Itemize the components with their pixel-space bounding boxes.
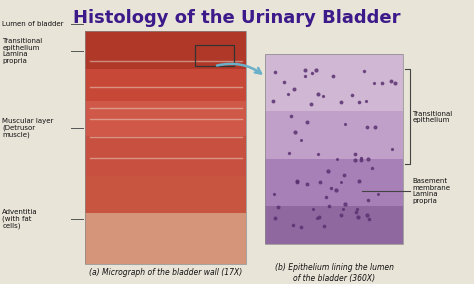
- Bar: [85, 136, 246, 176]
- Text: Adventitia
(with fat
cells): Adventitia (with fat cells): [2, 209, 38, 229]
- Bar: [85, 176, 246, 213]
- Text: (b) Epithelium lining the lumen
of the bladder (360X): (b) Epithelium lining the lumen of the b…: [274, 263, 394, 283]
- Bar: [85, 31, 246, 68]
- Bar: [85, 213, 246, 264]
- Text: Muscular layer
(Detrusor
muscle): Muscular layer (Detrusor muscle): [2, 118, 54, 138]
- Bar: [85, 68, 246, 101]
- Bar: [265, 54, 403, 244]
- Text: Basement
membrane
Lamina
propria: Basement membrane Lamina propria: [412, 178, 450, 204]
- Bar: [265, 158, 403, 206]
- Text: Lumen of bladder: Lumen of bladder: [2, 21, 64, 27]
- Bar: [85, 31, 246, 264]
- Text: Transitional
epithelium
Lamina
propria: Transitional epithelium Lamina propria: [2, 38, 43, 64]
- Bar: [265, 206, 403, 244]
- Bar: [195, 45, 234, 66]
- Bar: [85, 101, 246, 136]
- Bar: [265, 54, 403, 111]
- Text: Transitional
epithelium: Transitional epithelium: [412, 110, 453, 123]
- Text: Histology of the Urinary Bladder: Histology of the Urinary Bladder: [73, 9, 401, 26]
- Text: (a) Micrograph of the bladder wall (17X): (a) Micrograph of the bladder wall (17X): [89, 268, 243, 277]
- Bar: [265, 111, 403, 158]
